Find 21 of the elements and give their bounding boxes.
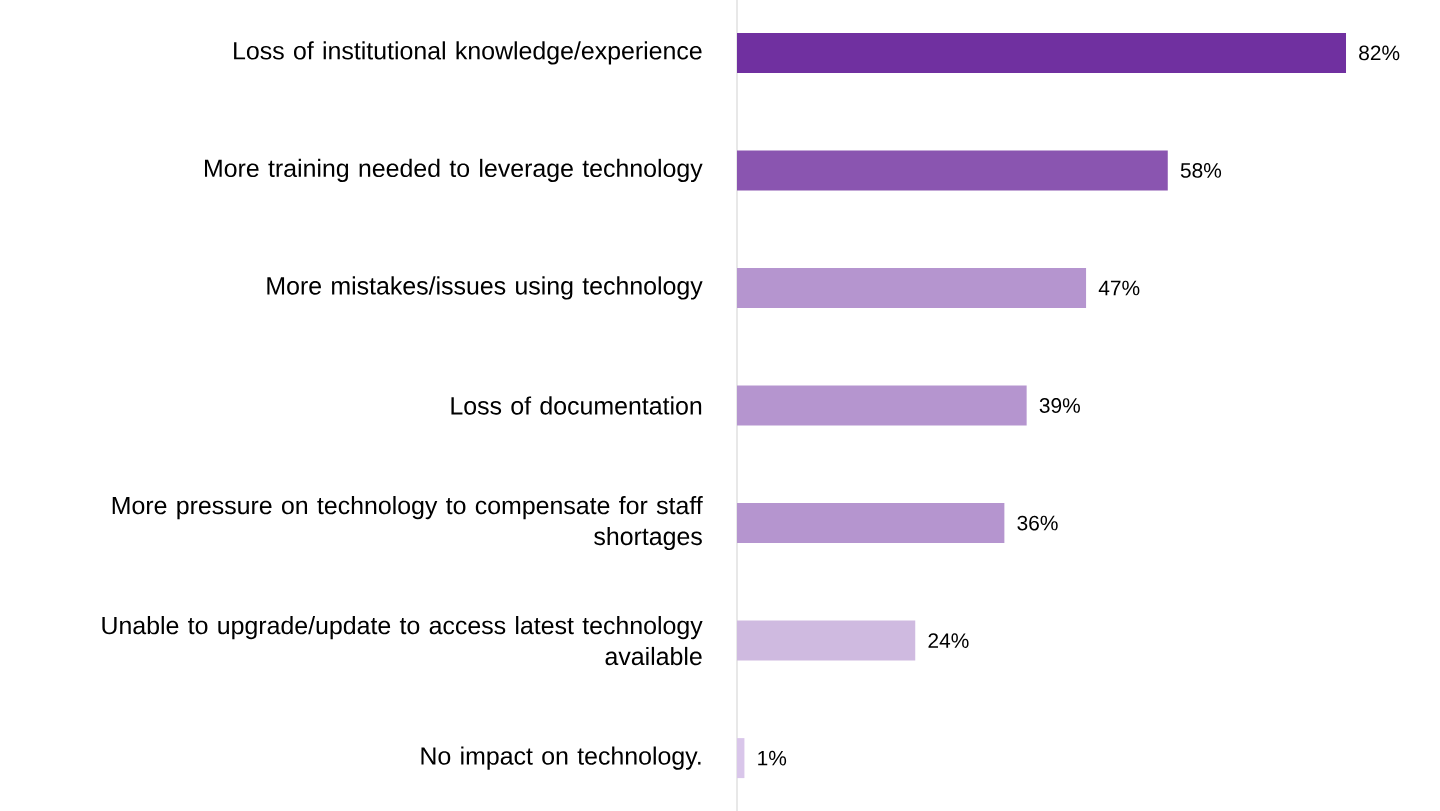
y-tick-label: Unable to upgrade/update to access latest technology available bbox=[102, 615, 703, 666]
data-label: 39% bbox=[1039, 398, 1080, 413]
data-label: 58% bbox=[1180, 163, 1222, 178]
y-tick-label: More pressure on technology to compensate for staff shortages bbox=[112, 496, 703, 551]
bar bbox=[737, 267, 1087, 308]
data-label: 1% bbox=[758, 750, 787, 766]
data-label: 82% bbox=[1359, 45, 1400, 61]
bar bbox=[737, 150, 1168, 191]
bar bbox=[737, 385, 1027, 426]
y-tick-label: More mistakes/issues using technology bbox=[267, 276, 703, 300]
y-tick-label: Loss of institutional knowledge/experience bbox=[234, 41, 702, 65]
y-tick-label: More training needed to leverage technology bbox=[205, 158, 703, 183]
y-tick-label: No impact on technology. bbox=[421, 746, 701, 770]
data-label: 24% bbox=[928, 633, 969, 648]
bar bbox=[737, 620, 916, 661]
data-label: 36% bbox=[1017, 515, 1058, 531]
bar bbox=[737, 503, 1005, 544]
y-tick-label: Loss of documentation bbox=[451, 396, 702, 415]
data-label: 47% bbox=[1098, 280, 1140, 296]
bar bbox=[737, 32, 1347, 73]
bar bbox=[737, 738, 745, 779]
